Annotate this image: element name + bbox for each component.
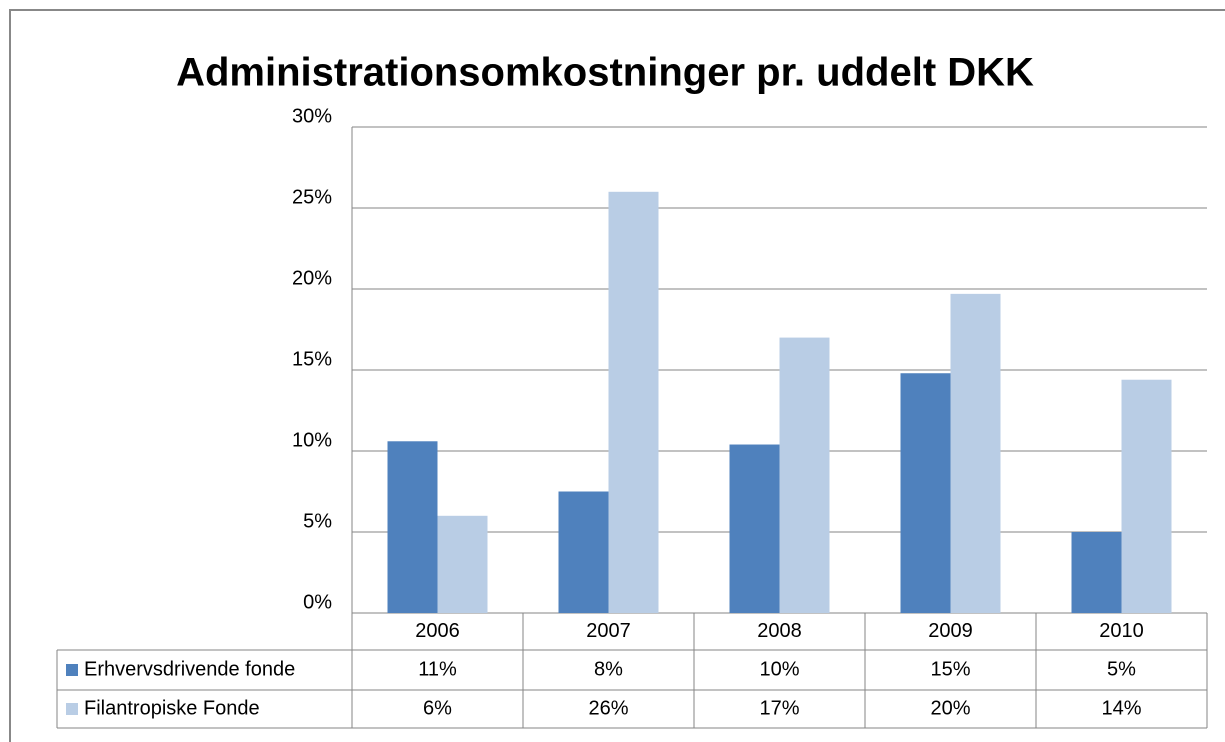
y-tick-label: 0%: [303, 591, 332, 613]
data-label: 8%: [594, 658, 623, 680]
data-label: 15%: [930, 658, 970, 680]
x-tick-label: 2007: [586, 620, 631, 642]
y-tick-label: 5%: [303, 510, 332, 532]
data-label: 17%: [759, 697, 799, 719]
x-tick-label: 2008: [757, 620, 802, 642]
x-tick-label: 2010: [1099, 620, 1144, 642]
bar: [950, 293, 1001, 613]
legend-label: Erhvervsdrivende fonde: [84, 658, 295, 680]
bar: [558, 491, 609, 613]
bar: [900, 373, 951, 613]
y-tick-label: 10%: [292, 429, 332, 451]
bar: [729, 444, 780, 613]
y-tick-label: 20%: [292, 267, 332, 289]
data-label: 20%: [930, 697, 970, 719]
data-label: 26%: [588, 697, 628, 719]
legend-swatch: [66, 664, 78, 676]
legend-swatch: [66, 703, 78, 715]
bar: [1121, 379, 1172, 613]
bar: [608, 191, 659, 614]
bar: [779, 337, 830, 613]
bar: [1071, 532, 1122, 613]
data-label: 11%: [418, 658, 457, 680]
x-tick-label: 2009: [928, 620, 973, 642]
data-label: 14%: [1101, 697, 1141, 719]
bar: [387, 441, 438, 613]
data-label: 5%: [1107, 658, 1136, 680]
bar: [437, 515, 488, 613]
data-label: 10%: [759, 658, 799, 680]
x-tick-label: 2006: [415, 620, 460, 642]
data-label: 6%: [423, 697, 452, 719]
y-tick-label: 15%: [292, 348, 332, 370]
y-tick-label: 25%: [292, 186, 332, 208]
legend-label: Filantropiske Fonde: [84, 697, 260, 719]
chart-title: Administrationsomkostninger pr. uddelt D…: [176, 51, 1034, 95]
y-tick-label: 30%: [292, 105, 332, 127]
